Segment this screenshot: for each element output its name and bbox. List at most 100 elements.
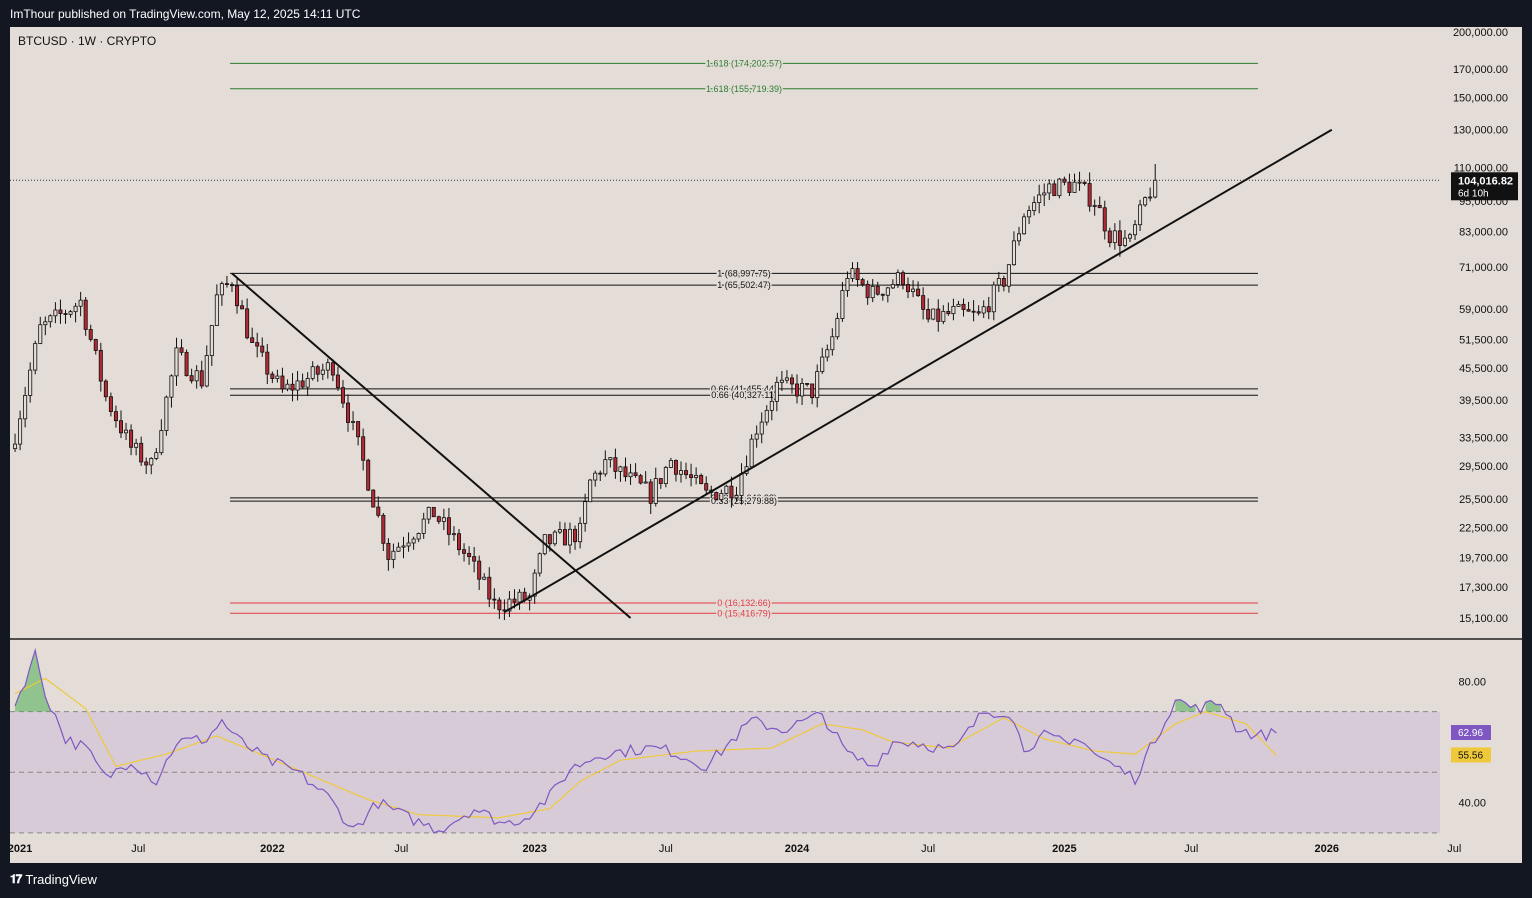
candle-body bbox=[936, 308, 941, 322]
candle-body bbox=[1102, 207, 1107, 232]
time-axis-tick: Jul bbox=[1447, 843, 1461, 855]
candle-body bbox=[411, 538, 416, 544]
candle-body bbox=[129, 429, 134, 448]
candle-body bbox=[275, 375, 280, 379]
candle-body bbox=[810, 383, 815, 399]
candle-body bbox=[492, 598, 497, 601]
candle-body bbox=[860, 279, 865, 285]
candle-body bbox=[149, 457, 154, 466]
candle-body bbox=[18, 418, 23, 445]
candle-body bbox=[315, 366, 320, 375]
price-axis-tick: 130,000.00 bbox=[1453, 125, 1508, 137]
candle-body bbox=[108, 396, 113, 412]
candle-body bbox=[1082, 181, 1087, 184]
candle-body bbox=[139, 442, 144, 463]
candle-body bbox=[229, 284, 234, 287]
candle-body bbox=[916, 288, 921, 297]
footer-brand[interactable]: 𝟏𝟕 TradingView bbox=[10, 872, 97, 887]
candle-body bbox=[1037, 194, 1042, 203]
candle-body bbox=[567, 528, 572, 546]
candle-body bbox=[189, 375, 194, 382]
candle-body bbox=[699, 474, 704, 485]
candle-body bbox=[320, 369, 325, 375]
candle-body bbox=[174, 347, 179, 377]
candle-body bbox=[477, 560, 482, 580]
candle-body bbox=[487, 576, 492, 600]
candle-body bbox=[986, 306, 991, 313]
candle-body bbox=[537, 553, 542, 574]
candle-body bbox=[204, 355, 209, 387]
candle-body bbox=[295, 380, 300, 391]
candle-body bbox=[552, 531, 557, 545]
candle-body bbox=[1052, 183, 1057, 197]
candle-body bbox=[184, 351, 189, 377]
candle-body bbox=[729, 485, 734, 499]
candle-body bbox=[759, 421, 764, 435]
time-axis-tick: 2026 bbox=[1315, 843, 1339, 855]
candle-body bbox=[300, 380, 305, 388]
candle-body bbox=[280, 375, 285, 390]
candle-body bbox=[13, 443, 18, 450]
candle-body bbox=[381, 514, 386, 544]
price-axis-tick: 33,500.00 bbox=[1459, 432, 1508, 444]
candle-body bbox=[820, 356, 825, 372]
candle-body bbox=[1133, 224, 1138, 236]
candle-body bbox=[608, 457, 613, 461]
candle-body bbox=[240, 305, 245, 310]
candle-body bbox=[98, 350, 103, 382]
candle-body bbox=[694, 474, 699, 478]
candle-body bbox=[451, 533, 456, 536]
candle-body bbox=[1072, 181, 1077, 193]
candle-body bbox=[547, 534, 552, 545]
candle-body bbox=[764, 409, 769, 423]
time-axis-tick: Jul bbox=[394, 843, 408, 855]
candle-body bbox=[351, 421, 356, 423]
time-axis-tick: Jul bbox=[659, 843, 673, 855]
candle-body bbox=[815, 371, 820, 399]
candle-body bbox=[956, 303, 961, 307]
candle-body bbox=[976, 311, 981, 314]
rsi-ma-line[interactable] bbox=[14, 677, 1277, 819]
price-axis-tick: 19,700.00 bbox=[1459, 553, 1508, 565]
candle-body bbox=[371, 489, 376, 508]
fib-level-label: 1 (68,997.75) bbox=[717, 268, 771, 278]
chart-svg[interactable]: 1.618 (174,202.57) 1.618 (155,719.39) 1 (6… bbox=[10, 27, 1522, 863]
fib-level-label: 1 (65,502.47) bbox=[717, 280, 771, 290]
time-axis-tick: Jul bbox=[921, 843, 935, 855]
candle-body bbox=[290, 383, 295, 391]
rsi-line[interactable] bbox=[14, 647, 1277, 834]
candle-body bbox=[1057, 178, 1062, 197]
candle-body bbox=[124, 429, 129, 434]
candle-body bbox=[134, 442, 139, 448]
price-axis-tick: 17,300.00 bbox=[1459, 582, 1508, 594]
chart-area[interactable]: 1.618 (174,202.57) 1.618 (155,719.39) 1 (6… bbox=[10, 27, 1522, 863]
rsi-overbought-fill bbox=[15, 650, 51, 712]
symbol-label: BTCUSD · 1W · CRYPTO bbox=[18, 34, 156, 48]
candle-body bbox=[512, 598, 517, 603]
candle-body bbox=[356, 421, 361, 438]
candle-body bbox=[1122, 237, 1127, 246]
candle-body bbox=[457, 533, 462, 551]
candle-body bbox=[749, 438, 754, 468]
fib-level-label: 1.618 (155,719.39) bbox=[706, 84, 782, 94]
rsi-overbought-fill bbox=[1175, 699, 1196, 712]
candle-body bbox=[48, 315, 53, 323]
price-axis-tick: 170,000.00 bbox=[1453, 64, 1508, 76]
time-axis-tick: 2024 bbox=[785, 843, 810, 855]
rsi-ma-value: 55.56 bbox=[1458, 750, 1483, 761]
candle-body bbox=[28, 369, 33, 396]
published-header: ImThour published on TradingView.com, Ma… bbox=[10, 7, 361, 21]
trendline-uptrend[interactable] bbox=[503, 128, 1333, 613]
trendline-downtrend[interactable] bbox=[231, 272, 632, 619]
candle-body bbox=[900, 272, 905, 285]
price-axis-tick: 59,000.00 bbox=[1459, 304, 1508, 316]
candle-body bbox=[406, 542, 411, 547]
candle-body bbox=[517, 591, 522, 603]
candle-body bbox=[260, 345, 265, 353]
candle-body bbox=[805, 383, 810, 385]
candle-body bbox=[835, 318, 840, 338]
candle-body bbox=[265, 351, 270, 375]
candle-body bbox=[613, 457, 618, 472]
candle-body bbox=[562, 529, 567, 546]
candle-body bbox=[704, 483, 709, 491]
